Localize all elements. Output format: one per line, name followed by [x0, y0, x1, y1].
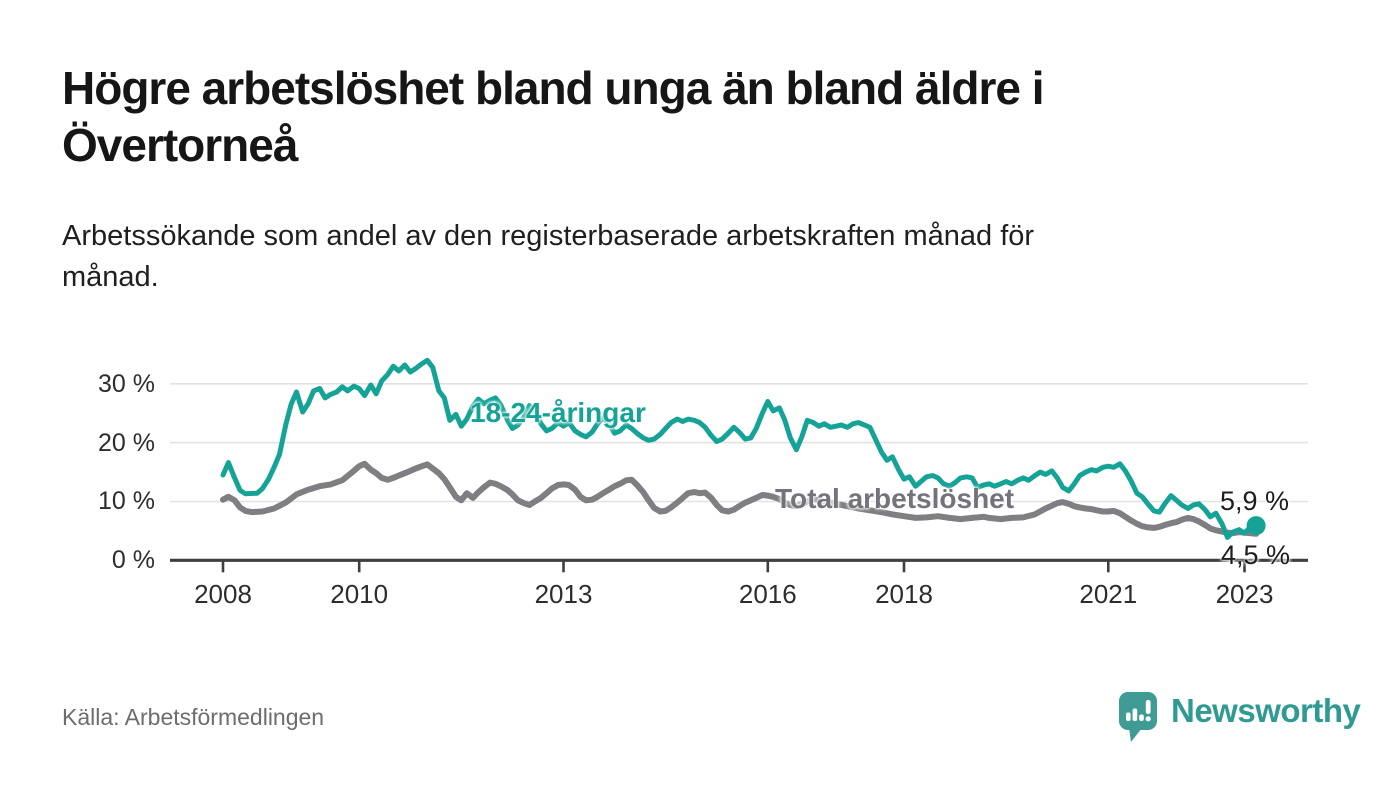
y-axis-label: 10 %: [98, 487, 155, 516]
y-axis-label: 0 %: [111, 546, 155, 575]
source-note: Källa: Arbetsförmedlingen: [62, 704, 325, 730]
end-point-marker: [1246, 516, 1266, 536]
x-axis-label: 2018: [875, 579, 933, 609]
newsworthy-bubble-chart-icon: [1119, 692, 1157, 742]
series-line-total: [220, 460, 1260, 537]
x-axis-label: 2010: [330, 579, 389, 609]
chart-subtitle-line2: månad.: [62, 260, 159, 293]
series-label-total: Total arbetslöshet: [775, 483, 1015, 514]
chart-subtitle: Arbetssökande som andel av den registerb…: [62, 216, 1262, 297]
x-axis-label: 2023: [1215, 579, 1274, 609]
newsworthy-wordmark: Newsworthy: [1171, 692, 1361, 729]
end-value-label-youth: 5,9 %: [1220, 486, 1290, 516]
series-line-youth: [220, 357, 1259, 540]
y-axis-label: 30 %: [98, 369, 155, 398]
chart-subtitle-line1: Arbetssökande som andel av den registerb…: [62, 220, 1035, 252]
newsworthy-logo[interactable]: Newsworthy: [1117, 690, 1361, 744]
page-title: Högre arbetslöshet bland unga än bland ä…: [62, 60, 1242, 174]
x-axis-label: 2016: [738, 579, 797, 609]
x-axis-label: 2021: [1079, 579, 1138, 609]
series-label-youth: 18-24-åringar: [470, 397, 646, 428]
y-axis-label: 20 %: [98, 428, 155, 457]
page-title-line2: Övertorneå: [62, 119, 298, 172]
x-axis-label: 2008: [194, 579, 252, 609]
end-value-label-total: 4,5 %: [1221, 540, 1291, 570]
x-axis-label: 2013: [534, 579, 593, 609]
page-title-line1: Högre arbetslöshet bland unga än bland ä…: [62, 62, 1044, 114]
